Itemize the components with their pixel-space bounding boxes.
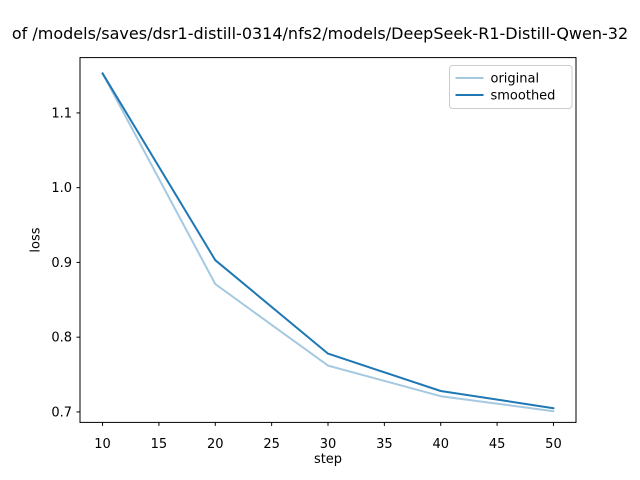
x-tick-label: 25 <box>263 437 280 452</box>
series-line-original <box>101 72 555 413</box>
legend-label-original: original <box>491 72 540 87</box>
x-tick-label: 30 <box>320 437 337 452</box>
plot-frame <box>79 57 577 423</box>
y-tick-label: 0.8 <box>51 331 72 346</box>
y-axis-label: loss <box>28 227 44 253</box>
x-tick-label: 15 <box>151 437 168 452</box>
x-tick-label: 50 <box>545 437 562 452</box>
y-tick-label: 1.1 <box>51 106 72 121</box>
x-tick-label: 10 <box>94 437 111 452</box>
legend-label-smoothed: smoothed <box>491 89 556 104</box>
plot-area-border <box>79 57 577 423</box>
y-axis-ticks: 0.7 0.8 0.9 1.0 1.1 <box>51 106 80 420</box>
legend-box <box>449 65 573 109</box>
x-tick-label: 20 <box>207 437 224 452</box>
x-tick-label: 45 <box>489 437 506 452</box>
x-axis-label: step <box>313 452 343 467</box>
legend: original smoothed <box>449 65 573 109</box>
chart-series <box>101 72 555 413</box>
y-tick-label: 0.9 <box>51 256 72 271</box>
series-line-smoothed <box>101 72 555 410</box>
y-tick-label: 1.0 <box>51 181 72 196</box>
x-axis-ticks: 10 15 20 25 30 35 40 45 50 <box>94 422 562 452</box>
chart-title: of /models/saves/dsr1-distill-0314/nfs2/… <box>11 24 629 43</box>
x-tick-label: 35 <box>376 437 393 452</box>
y-tick-label: 0.7 <box>51 405 72 420</box>
x-tick-label: 40 <box>432 437 449 452</box>
